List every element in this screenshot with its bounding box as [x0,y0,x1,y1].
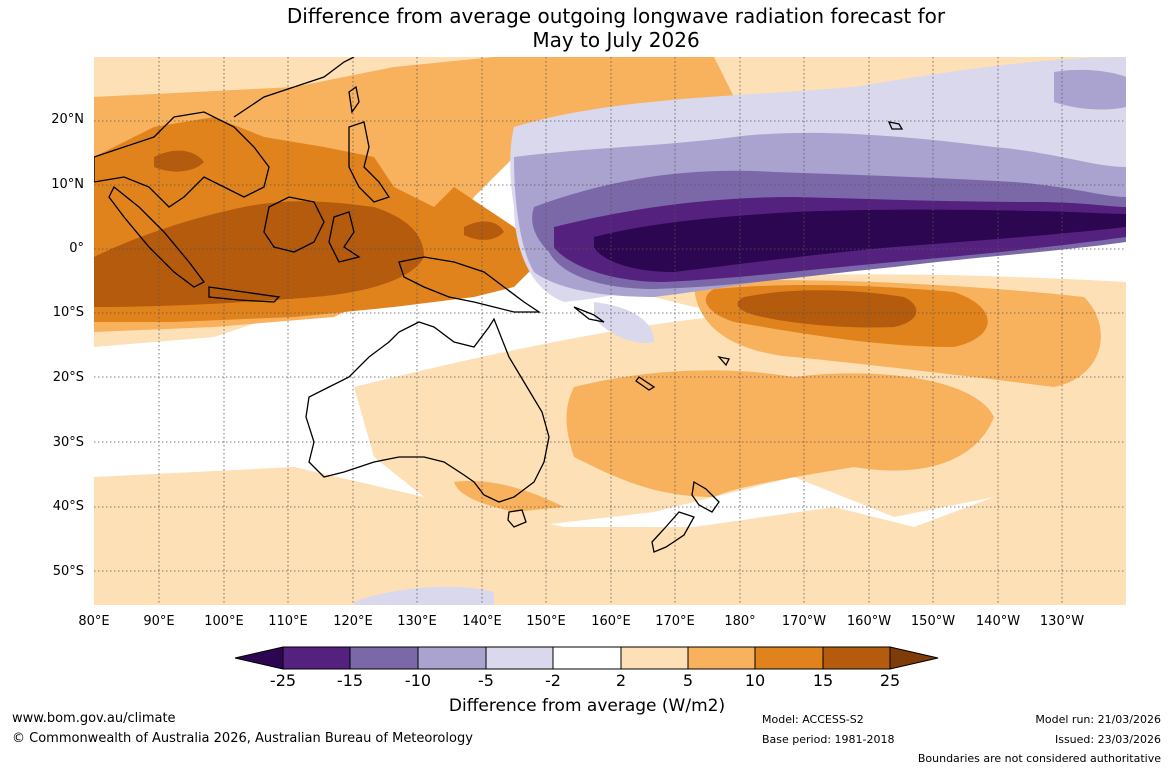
lon-label-160e: 160°E [591,614,631,629]
lon-label-150w: 150°W [910,614,956,629]
colorbar-segment-9 [822,646,891,670]
anomaly-below-minus-25 [594,209,1126,272]
footer-base-period: Base period: 1981-2018 [762,733,895,746]
lat-label-0: 0° [69,241,84,256]
lat-label-10s: 10°S [52,305,84,320]
colorbar-segment-1 [282,646,351,670]
lon-label-80e: 80°E [78,614,110,629]
footer-issued: Issued: 23/03/2026 [1054,733,1161,746]
colorbar-segment-3 [417,646,487,670]
colorbar-tick-minus-2: -2 [545,671,561,690]
footer-boundaries: Boundaries are not considered authoritat… [917,752,1161,765]
colorbar-tick-minus-25: -25 [269,671,297,690]
lat-label-30s: 30°S [52,435,84,450]
lon-label-170w: 170°W [781,614,827,629]
lon-label-160w: 160°W [846,614,892,629]
lon-label-170e: 170°E [655,614,695,629]
colorbar-title: Difference from average (W/m2) [448,696,726,716]
footer-url[interactable]: www.bom.gov.au/climate [12,711,176,726]
lat-label-20n: 20°N [51,112,84,127]
colorbar-segment-6 [620,646,689,670]
lon-label-150e: 150°E [526,614,566,629]
map-title: Difference from average outgoing longwav… [0,4,1173,52]
lon-label-90e: 90°E [143,614,175,629]
title-line-2: May to July 2026 [532,28,700,52]
coastlines [94,57,904,553]
colorbar-tick-25: 25 [879,671,901,690]
colorbar-tick-minus-15: -15 [336,671,364,690]
title-line-1: Difference from average outgoing longwav… [286,4,946,28]
gridlines [94,57,1126,605]
colorbar-segment-7 [687,646,756,670]
colorbar-tick-15: 15 [812,671,834,690]
footer-copyright: © Commonwealth of Australia 2026, Austra… [12,731,473,746]
lon-label-120e: 120°E [333,614,373,629]
lon-label-140w: 140°W [975,614,1021,629]
colorbar-tick-2: 2 [615,671,627,690]
colorbar-segment-4 [485,646,554,670]
lat-label-10n: 10°N [51,177,84,192]
lat-label-50s: 50°S [52,564,84,579]
lon-label-130e: 130°E [397,614,437,629]
colorbar-over-arrow [889,646,939,670]
anomaly-15-to-25 [94,150,917,328]
footer-model: Model: ACCESS-S2 [762,713,864,726]
olr-anomaly-map [94,57,1126,605]
lon-label-100e: 100°E [204,614,244,629]
colorbar-tick-minus-5: -5 [478,671,494,690]
colorbar-tick-5: 5 [682,671,694,690]
colorbar-tick-10: 10 [744,671,766,690]
colorbar-segment-8 [754,646,824,670]
lon-label-140e: 140°E [462,614,502,629]
lon-label-180: 180° [724,614,756,629]
lat-label-40s: 40°S [52,499,84,514]
colorbar-tick-minus-10: -10 [404,671,432,690]
colorbar-under-arrow [234,646,284,670]
colorbar-segment-2 [349,646,419,670]
lon-label-110e: 110°E [268,614,308,629]
lon-label-130w: 130°W [1039,614,1085,629]
lat-label-20s: 20°S [52,370,84,385]
footer-model-run: Model run: 21/03/2026 [1035,713,1161,726]
colorbar [234,646,939,670]
colorbar-segment-5 [552,646,622,670]
